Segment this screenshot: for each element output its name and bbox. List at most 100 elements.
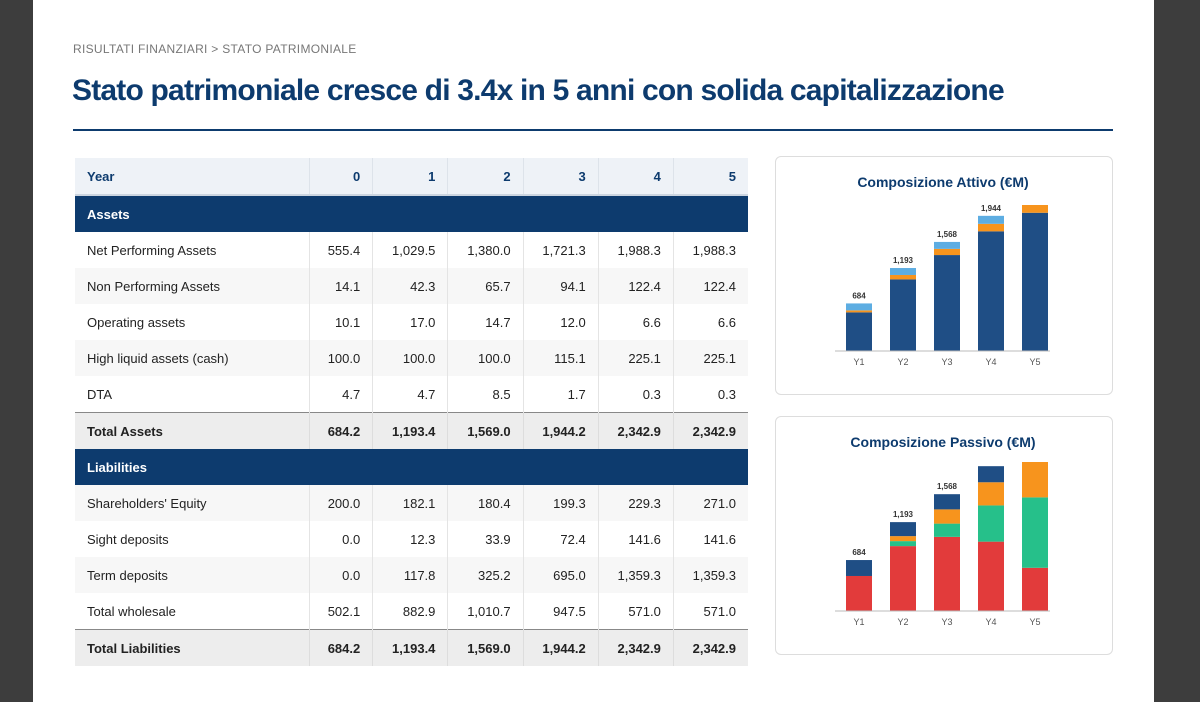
cell: 695.0 xyxy=(522,557,599,593)
bar-segment xyxy=(978,541,1004,611)
bar-segment xyxy=(890,546,916,611)
total-label: 1,944 xyxy=(981,204,1002,213)
cell: Term deposits xyxy=(75,557,310,593)
plot xyxy=(846,188,1048,351)
data-row: High liquid assets (cash) 100.0 100.0 100.0… xyxy=(75,340,748,376)
bar-segment xyxy=(846,303,872,311)
bar-segment xyxy=(890,274,916,280)
cell: 12.3 xyxy=(372,521,448,557)
cell: 0.3 xyxy=(597,376,674,413)
bar-segment xyxy=(890,279,916,351)
bar-segment xyxy=(978,505,1004,542)
cell: 17.0 xyxy=(372,304,448,340)
cell: 1,359.3 xyxy=(672,557,748,593)
cell: 42.3 xyxy=(372,268,448,304)
total-label: 684 xyxy=(852,548,866,557)
cell: 684.2 xyxy=(308,629,373,666)
bar-segment xyxy=(1022,497,1048,568)
divider xyxy=(73,129,1113,131)
x-tick-label: Y5 xyxy=(1029,617,1040,627)
cell: 684.2 xyxy=(308,412,373,449)
cell: Sight deposits xyxy=(87,531,169,547)
cell: 555.4 xyxy=(308,232,373,268)
cell: Total Assets xyxy=(75,412,310,449)
cell: 1,029.5 xyxy=(372,232,448,268)
cell: 100.0 xyxy=(308,340,373,376)
section-row: Liabilities xyxy=(75,449,748,485)
cell: 1,988.3 xyxy=(597,232,674,268)
x-tick-label: Y4 xyxy=(985,357,996,367)
bar-segment xyxy=(978,223,1004,232)
bar-segment xyxy=(1022,567,1048,611)
cell: Year xyxy=(75,158,310,196)
cell: 1,359.3 xyxy=(597,557,674,593)
data-row: Term deposits 0.0 117.8 325.2 695.0 1,359.3 1,… xyxy=(75,557,748,593)
bar-segment xyxy=(934,523,960,537)
breadcrumb: RISULTATI FINANZIARI > STATO PATRIMONIAL… xyxy=(73,42,357,56)
data-row: Shareholders' Equity 200.0 182.1 180.4 199.3… xyxy=(75,485,748,521)
cell: 65.7 xyxy=(447,268,524,304)
header-row: Year 0 1 2 3 4 5 xyxy=(75,158,748,196)
chart-title: Composizione Passivo (€M) xyxy=(850,434,1035,450)
cell: 229.3 xyxy=(597,485,674,521)
bar-segment xyxy=(934,494,960,510)
cell: 2,342.9 xyxy=(597,412,674,449)
cell: 122.4 xyxy=(672,268,748,304)
cell: 6.6 xyxy=(672,304,748,340)
bar-segment xyxy=(934,509,960,524)
cell: 1,721.3 xyxy=(522,232,599,268)
x-tick-label: Y4 xyxy=(985,617,996,627)
cell: DTA xyxy=(87,386,113,402)
cell: 72.4 xyxy=(522,521,599,557)
data-row: Operating assets 10.1 17.0 14.7 12.0 6.6 6.6 xyxy=(75,304,748,340)
cell: 199.3 xyxy=(522,485,599,521)
x-tick-label: Y3 xyxy=(941,617,952,627)
total-label: 1,193 xyxy=(893,510,914,519)
cell: 1,944.2 xyxy=(522,412,599,449)
cell: 94.1 xyxy=(522,268,599,304)
cell: 182.1 xyxy=(372,485,448,521)
bar-segment xyxy=(890,268,916,275)
cell: 1,569.0 xyxy=(447,412,524,449)
cell: 14.1 xyxy=(308,268,373,304)
data-row: Sight deposits 0.0 12.3 33.9 72.4 141.6 141.6 xyxy=(75,521,748,557)
cell: 4.7 xyxy=(308,376,373,413)
x-tick-label: Y2 xyxy=(897,617,908,627)
cell: High liquid assets (cash) xyxy=(75,340,310,376)
cell: Operating assets xyxy=(87,314,186,330)
bar-segment xyxy=(890,541,916,547)
cell: 1,010.7 xyxy=(447,593,524,630)
cell: 4 xyxy=(597,158,674,196)
cell: 325.2 xyxy=(447,557,524,593)
cell: 117.8 xyxy=(372,557,448,593)
section-row: Assets xyxy=(75,195,748,232)
cell: 882.9 xyxy=(372,593,448,630)
cell: 6.6 xyxy=(597,304,674,340)
cell: 1 xyxy=(372,158,448,196)
bar-segment xyxy=(978,215,1004,224)
cell: 1,988.3 xyxy=(672,232,748,268)
bar-segment xyxy=(1022,212,1048,351)
cell: Assets xyxy=(75,195,748,232)
bar-segment xyxy=(978,466,1004,483)
x-tick-label: Y5 xyxy=(1029,357,1040,367)
cell: 4.7 xyxy=(372,376,448,413)
cell: 0.0 xyxy=(308,557,373,593)
cell: 1,569.0 xyxy=(447,629,524,666)
bar-segment xyxy=(846,310,872,313)
bar-segment xyxy=(1022,188,1048,204)
cell: 502.1 xyxy=(308,593,373,630)
plot xyxy=(846,462,1048,611)
bar-segment xyxy=(934,248,960,256)
total-label: 1,193 xyxy=(893,256,914,265)
cell: 200.0 xyxy=(308,485,373,521)
cell: Total wholesale xyxy=(87,603,176,619)
cell: 14.7 xyxy=(447,304,524,340)
bar-segment xyxy=(934,241,960,249)
cell: 571.0 xyxy=(672,593,748,630)
bar-segment xyxy=(846,560,872,576)
cell: 8.5 xyxy=(447,376,524,413)
cell: 122.4 xyxy=(597,268,674,304)
bar-segment xyxy=(846,575,872,611)
